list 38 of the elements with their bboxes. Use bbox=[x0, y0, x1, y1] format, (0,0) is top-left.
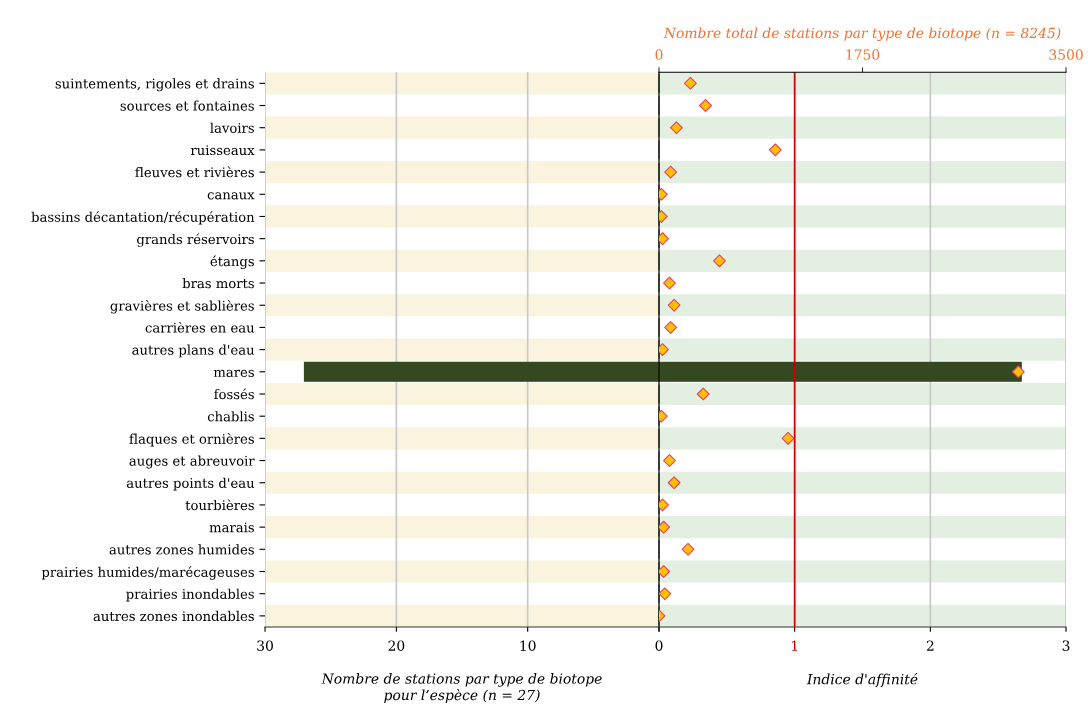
y-tick-label: gravières et sablières bbox=[110, 299, 254, 314]
x-tick-label: 20 bbox=[388, 640, 405, 651]
y-tick-label: ruisseaux bbox=[190, 145, 255, 156]
y-tick-label: chablis bbox=[207, 411, 254, 422]
x2-tick-label: 3500 bbox=[1049, 49, 1083, 60]
y-tick-label: autres zones inondables bbox=[93, 610, 254, 622]
y-tick-label: marais bbox=[209, 522, 254, 533]
y-tick-label: sources et fontaines bbox=[120, 100, 254, 111]
x2-tick-label: 1750 bbox=[846, 49, 880, 60]
y-tick-label: fossés bbox=[214, 388, 254, 400]
y-tick-label: lavoirs bbox=[210, 122, 254, 133]
y-tick-label: tourbières bbox=[185, 499, 254, 511]
y-tick-label: fleuves et rivières bbox=[135, 166, 254, 178]
x-axis-title: Nombre de stations par type de biotope pour l’espèce (n = 27) bbox=[321, 673, 602, 703]
y-tick-label: autres plans d'eau bbox=[132, 344, 255, 358]
x2-tick-label: 0 bbox=[655, 49, 663, 60]
x-tick-label: 1 bbox=[791, 640, 798, 651]
y-tick-label: flaques et ornières bbox=[129, 433, 254, 447]
y-tick-label: étangs bbox=[210, 255, 254, 270]
x-tick-label: 2 bbox=[926, 640, 934, 651]
x-axis-title: Indice d'affinité bbox=[806, 673, 918, 688]
y-tick-label: autres points d'eau bbox=[126, 477, 255, 491]
y-tick-label: bras morts bbox=[182, 278, 254, 289]
y-tick-label: bassins décantation/récupération bbox=[31, 211, 255, 225]
y-tick-label: grands réservoirs bbox=[137, 233, 254, 247]
x-tick-label: 10 bbox=[520, 640, 536, 651]
y-tick-label: suintements, rigoles et drains bbox=[55, 78, 254, 92]
x-tick-label: 0 bbox=[655, 640, 663, 651]
x-tick-label: 30 bbox=[257, 640, 273, 651]
y-tick-label: auges et abreuvoir bbox=[129, 455, 255, 469]
y-tick-label: prairies humides/marécageuses bbox=[41, 566, 254, 580]
y-tick-label: carrières en eau bbox=[145, 321, 255, 333]
y-tick-label: canaux bbox=[207, 192, 255, 200]
y-tick-label: autres zones humides bbox=[109, 544, 254, 555]
y-tick-label: prairies inondables bbox=[126, 588, 254, 602]
y-tick-label: mares bbox=[213, 369, 254, 377]
x2-axis-title: Nombre total de stations par type de biotope (n = 8245) bbox=[663, 27, 1061, 42]
x-tick-label: 3 bbox=[1062, 640, 1070, 651]
